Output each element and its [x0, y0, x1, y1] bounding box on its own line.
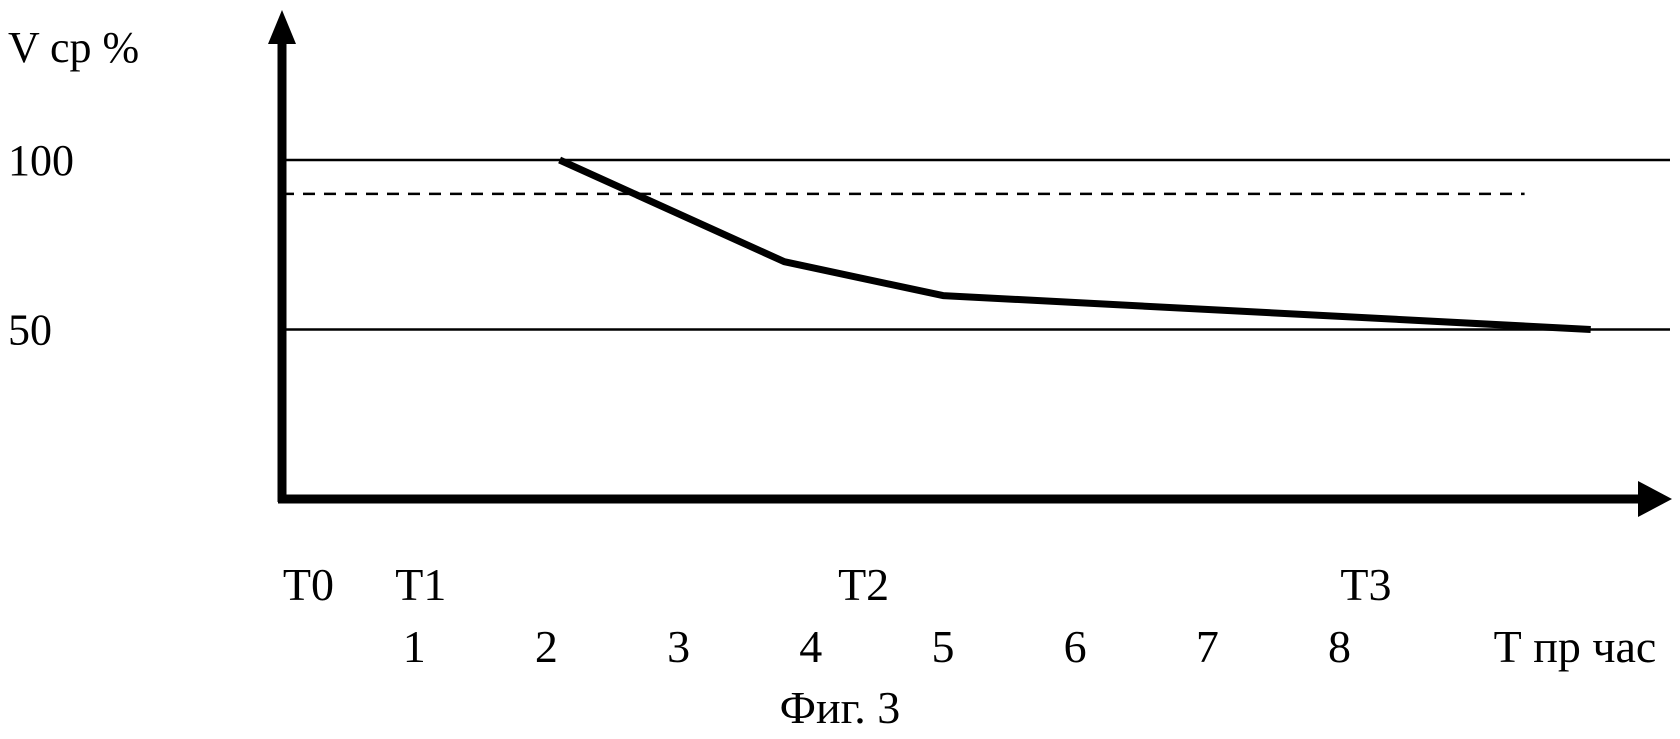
x-tick-label: 6	[1064, 621, 1087, 672]
x-tick-label: 3	[667, 621, 690, 672]
data-series	[560, 160, 1591, 330]
time-marker-labels: Т0 Т1 Т2 Т3	[283, 559, 1392, 610]
x-tick-label: 7	[1196, 621, 1219, 672]
time-marker-label: Т2	[838, 559, 889, 610]
x-axis-arrowhead	[1638, 481, 1672, 517]
x-axis-label: Т пр час	[1494, 621, 1657, 672]
x-tick-labels: 1 2 3 4 5 6 7 8	[403, 621, 1351, 672]
time-marker-label: Т3	[1340, 559, 1391, 610]
x-tick-label: 5	[931, 621, 954, 672]
time-marker-label: Т1	[395, 559, 446, 610]
x-tick-label: 8	[1328, 621, 1351, 672]
x-tick-label: 4	[799, 621, 822, 672]
y-tick-labels: 100 50	[8, 136, 74, 355]
time-marker-label: Т0	[283, 559, 334, 610]
x-tick-label: 1	[403, 621, 426, 672]
axes	[268, 10, 1672, 517]
y-axis-label: V ср %	[8, 23, 139, 72]
series-line	[560, 160, 1591, 330]
x-tick-label: 2	[535, 621, 558, 672]
figure-caption: Фиг. 3	[0, 683, 1680, 733]
y-tick-label: 100	[8, 136, 74, 185]
y-axis-arrowhead	[268, 10, 296, 44]
y-tick-label: 50	[8, 306, 52, 355]
reference-lines	[282, 160, 1670, 330]
